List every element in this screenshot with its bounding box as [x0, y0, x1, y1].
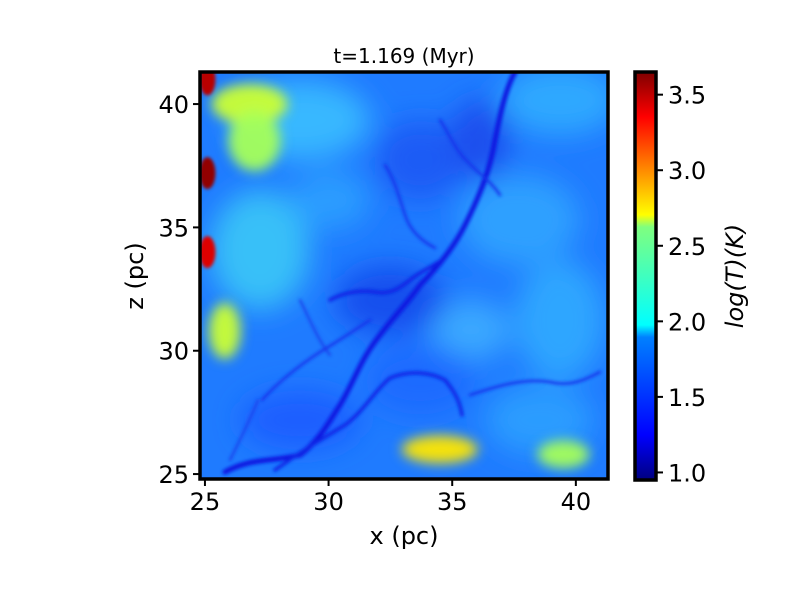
- hot-edge-spots: [200, 72, 216, 269]
- colorbar-tick-label: 1.0: [668, 459, 706, 487]
- plot-frame: [198, 70, 610, 481]
- y-axis-label: z (pc): [121, 242, 149, 309]
- y-tick-label: 25: [158, 461, 189, 489]
- hot-spot: [200, 236, 216, 269]
- warm-patches: [208, 84, 590, 469]
- colorbar-tick-label: 2.0: [668, 308, 706, 336]
- colorbar: [635, 72, 656, 480]
- x-tick-label: 40: [561, 488, 592, 516]
- colorbar-tick-label: 3.5: [668, 82, 706, 110]
- warm-patch: [228, 111, 281, 172]
- warm-patch: [211, 84, 288, 125]
- heatmap-field: [200, 72, 608, 479]
- x-tick-label: 30: [313, 488, 344, 516]
- warm-patch: [401, 435, 478, 464]
- temperature-mottling: [210, 72, 608, 455]
- y-tick-label: 30: [158, 338, 189, 366]
- colorbar-tick-label: 1.5: [668, 384, 706, 412]
- x-axis-label: x (pc): [370, 522, 439, 550]
- chart-title: t=1.169 (Myr): [333, 44, 474, 68]
- hot-spot: [200, 72, 216, 96]
- colorbar-tick-label: 2.5: [668, 233, 706, 261]
- colorbar-tick-label: 3.0: [668, 157, 706, 185]
- cold-filaments: [222, 72, 602, 475]
- colorbar-label: log(T)(K): [721, 224, 749, 328]
- colorbar-frame: [633, 70, 658, 482]
- hot-spot: [200, 157, 216, 190]
- x-axis: 25 30 35 40: [190, 479, 591, 516]
- x-tick-label: 35: [437, 488, 468, 516]
- y-axis: 25 30 35 40: [158, 91, 200, 489]
- y-tick-label: 35: [158, 214, 189, 242]
- warm-patch: [208, 303, 241, 359]
- x-tick-label: 25: [190, 488, 221, 516]
- colorbar-axis: 1.0 1.5 2.0 2.5 3.0 3.5: [656, 82, 706, 487]
- y-tick-label: 40: [158, 91, 189, 119]
- warm-patch: [537, 440, 590, 469]
